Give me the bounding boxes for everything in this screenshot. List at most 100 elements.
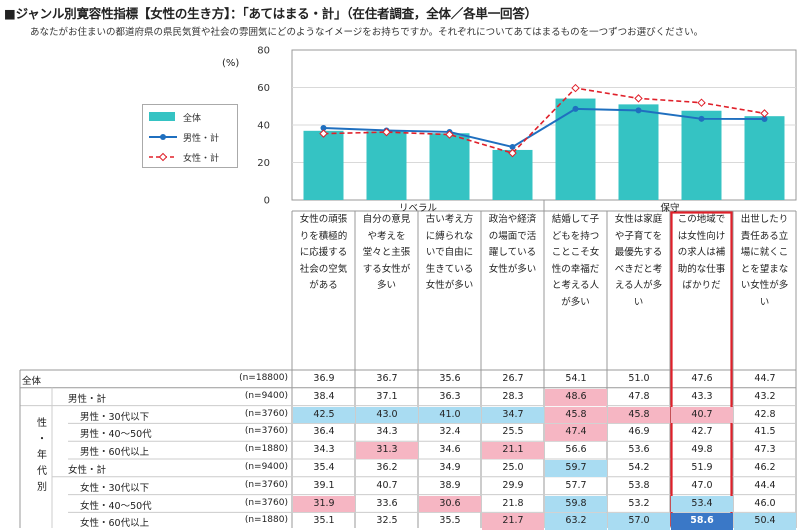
category-header-6: この地域では女性向けの求人は補助的な仕事ばかりだ [677, 214, 726, 291]
point-male-7 [761, 116, 768, 122]
table-cell: 47.3 [754, 444, 776, 456]
table-cell: 28.3 [502, 390, 524, 402]
table-cell: 34.7 [482, 406, 544, 424]
table-cell: 35.1 [313, 515, 335, 527]
table-cell: 45.8 [545, 406, 607, 424]
row-label: 男性・40～50代 [80, 429, 152, 441]
row-label: 男性・計 [68, 393, 107, 405]
point-male-5 [635, 107, 642, 114]
point-female-0 [319, 129, 328, 138]
table-cell: 39.1 [313, 479, 335, 491]
bar-all-4 [555, 98, 596, 200]
category-header-1: 自分の意見や考えを堂々と主張する女性が多い [362, 214, 411, 291]
table-cell: 34.3 [376, 426, 398, 438]
table-cell: 36.2 [376, 462, 398, 473]
table-cell: 38.9 [439, 479, 461, 491]
row-label: 全体 [22, 376, 42, 387]
row-n: (n=3760) [244, 497, 288, 508]
table-cell: 41.0 [419, 406, 481, 424]
table-cell: 21.7 [482, 513, 544, 530]
table-cell: 56.6 [565, 444, 587, 456]
table-cell: 54.2 [628, 462, 650, 473]
table-cell: 43.3 [691, 390, 713, 402]
table-cell: 54.1 [565, 373, 587, 384]
point-female-4 [571, 83, 580, 93]
bar-all-0 [303, 130, 344, 200]
bar-all-5 [618, 104, 659, 200]
table-cell: 47.6 [691, 373, 713, 384]
table-cell: 32.4 [439, 426, 461, 438]
table-cell: 34.6 [439, 444, 461, 456]
table-cell: 30.6 [419, 495, 481, 513]
table-cell: 36.4 [313, 426, 335, 438]
row-label: 女性・計 [68, 465, 107, 476]
table-cell: 29.9 [502, 479, 524, 491]
table-cell: 36.9 [313, 373, 335, 384]
table-cell: 53.2 [628, 497, 650, 509]
row-label: 女性・40～50代 [80, 500, 152, 512]
table-cell: 31.9 [293, 495, 355, 513]
table-cell: 42.8 [754, 408, 776, 420]
category-header-2: 古い考え方に縛られないで自由に生きている女性が多い [425, 214, 474, 291]
table-cell: 46.2 [754, 462, 776, 473]
table-cell: 38.4 [313, 390, 335, 402]
row-n: (n=3760) [244, 408, 288, 419]
chart-legend: 全体 男性・計 女性・計 [142, 104, 238, 168]
table-cell: 57.7 [565, 479, 587, 491]
row-n: (n=9400) [244, 390, 288, 401]
table-cell: 35.5 [439, 515, 461, 527]
table-cell: 49.8 [691, 444, 713, 456]
point-female-7 [760, 109, 769, 118]
table-cell: 53.4 [671, 495, 733, 513]
table-cell: 44.4 [754, 479, 776, 491]
page-title: ■ジャンル別寛容性指標【女性の生き方】：「あてはまる・計」（在住者調査，全体／各… [4, 6, 537, 21]
table-cell: 59.7 [545, 460, 607, 477]
table-cell: 40.7 [376, 479, 398, 491]
legend-label-all: 全体 [183, 114, 202, 124]
table-cell: 48.6 [545, 388, 607, 406]
table-cell: 58.6 [671, 513, 733, 530]
point-male-4 [572, 105, 579, 112]
row-n: (n=1880) [244, 515, 288, 526]
row-n: (n=3760) [244, 426, 288, 437]
series-line-female [323, 87, 765, 155]
point-female-6 [697, 98, 706, 107]
table-cell: 44.7 [754, 373, 776, 384]
table-cell: 35.6 [439, 373, 461, 384]
point-female-2 [445, 130, 454, 139]
category-header-3: 政治や経済の場面で活躍している女性が多い [488, 214, 537, 275]
table-cell: 25.5 [502, 426, 524, 438]
table-cell: 43.2 [754, 390, 776, 402]
table-cell: 46.9 [628, 426, 650, 438]
category-header-0: 女性の頑張りを積極的に応援する社会の空気がある [299, 214, 348, 291]
row-label: 男性・60代以上 [80, 447, 150, 459]
bar-all-1 [366, 131, 407, 200]
table-cell: 41.5 [754, 426, 776, 438]
point-female-1 [382, 127, 391, 137]
legend-label-male: 男性・計 [183, 134, 220, 144]
table-cell: 21.1 [482, 442, 544, 459]
table-cell: 46.0 [754, 497, 776, 509]
table-cell: 31.3 [356, 442, 418, 459]
table-cell: 47.4 [545, 424, 607, 442]
series-line-male [323, 107, 765, 149]
table-cell: 53.6 [628, 444, 650, 456]
y-tick-label: 60 [257, 83, 270, 94]
bar-all-3 [492, 149, 533, 200]
y-tick-label: 40 [257, 121, 270, 132]
point-female-5 [634, 94, 643, 103]
y-tick-label: 80 [257, 46, 270, 57]
y-tick-label: 20 [257, 158, 270, 169]
page-subtitle: あなたがお住まいの都道府県の県民気質や社会の雰囲気にどのようなイメージをお持ちで… [30, 27, 704, 38]
legend-swatch-bar [149, 112, 175, 121]
group-label-liberal: リベラル [398, 203, 437, 214]
category-header-5: 女性は家庭や子育てを最優先するべきだと考える人が多い [614, 214, 663, 308]
table-cell: 57.0 [608, 513, 670, 530]
row-n: (n=1880) [244, 444, 288, 455]
table-cell: 47.8 [628, 390, 650, 402]
table-cell: 35.4 [313, 462, 335, 473]
table-cell: 42.7 [691, 426, 713, 438]
bar-all-7 [744, 116, 785, 200]
table-cell: 32.5 [376, 515, 398, 527]
